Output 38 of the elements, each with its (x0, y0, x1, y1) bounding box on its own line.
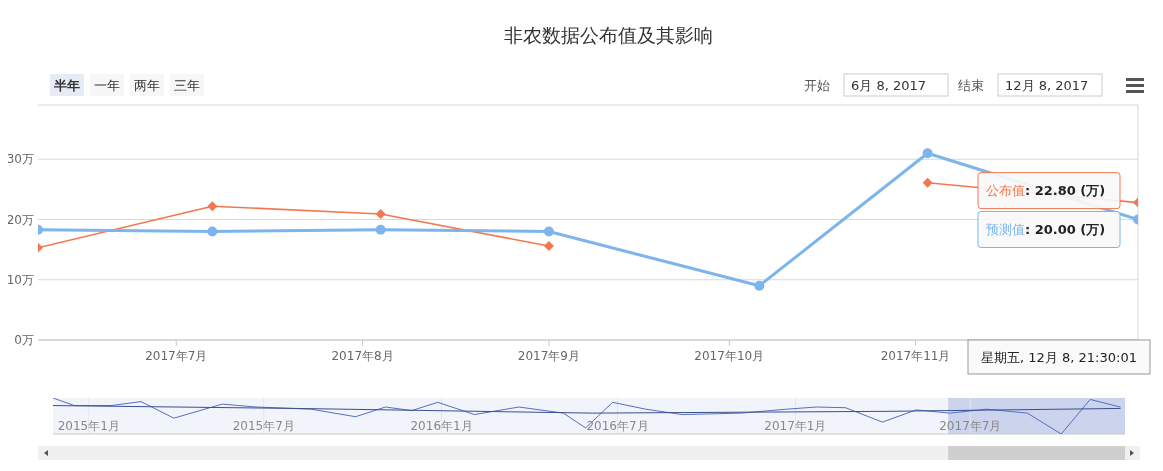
point (543, 226, 554, 237)
x-tick-label: 2017年8月 (331, 349, 394, 363)
annotation: : 22.80 (万) (1025, 183, 1106, 199)
text: 一年 (94, 77, 120, 93)
text: 两年 (134, 77, 160, 93)
chart-title: 非农数据公布值及其影响 (503, 24, 713, 46)
x-tick-label: 2016年7月 (586, 419, 649, 433)
x-tick-label: 2015年7月 (232, 419, 295, 433)
text: 半年 (53, 77, 80, 93)
text: 6月 8, 2017 (851, 77, 927, 93)
text: 12月 8, 2017 (1005, 77, 1089, 93)
point (375, 224, 386, 235)
text: 三年 (174, 77, 200, 93)
series-label: 公布值 (986, 183, 1025, 199)
x-tick-label: 2017年1月 (764, 419, 827, 433)
x-tick-label: 2016年1月 (410, 419, 473, 433)
y-tick-label: 30万 (6, 152, 34, 167)
text: 预测值 (986, 222, 1025, 238)
text: 星期五, 12月 8, 21:30:01 (981, 349, 1137, 365)
point (207, 201, 218, 212)
point (754, 280, 765, 291)
point (922, 148, 933, 159)
annotation: : 20.00 (万) (1025, 222, 1106, 238)
x-tick-label: 2015年1月 (57, 419, 120, 433)
y-tick-label: 10万 (6, 272, 34, 287)
point (543, 241, 554, 251)
point (207, 226, 218, 237)
point (922, 177, 933, 188)
x-tick-label: 2017年7月 (939, 419, 1002, 433)
y-tick-label: 0万 (14, 333, 34, 348)
x-tick-label: 2017年10月 (694, 349, 765, 363)
x-tick-label: 2017年11月 (880, 349, 951, 363)
point (375, 209, 386, 220)
y-tick-label: 20万 (6, 212, 34, 227)
text: 开始 (804, 77, 830, 93)
x-tick-label: 2017年9月 (517, 349, 581, 363)
text: 结束 (958, 77, 984, 93)
x-tick-label: 2017年7月 (145, 349, 208, 363)
